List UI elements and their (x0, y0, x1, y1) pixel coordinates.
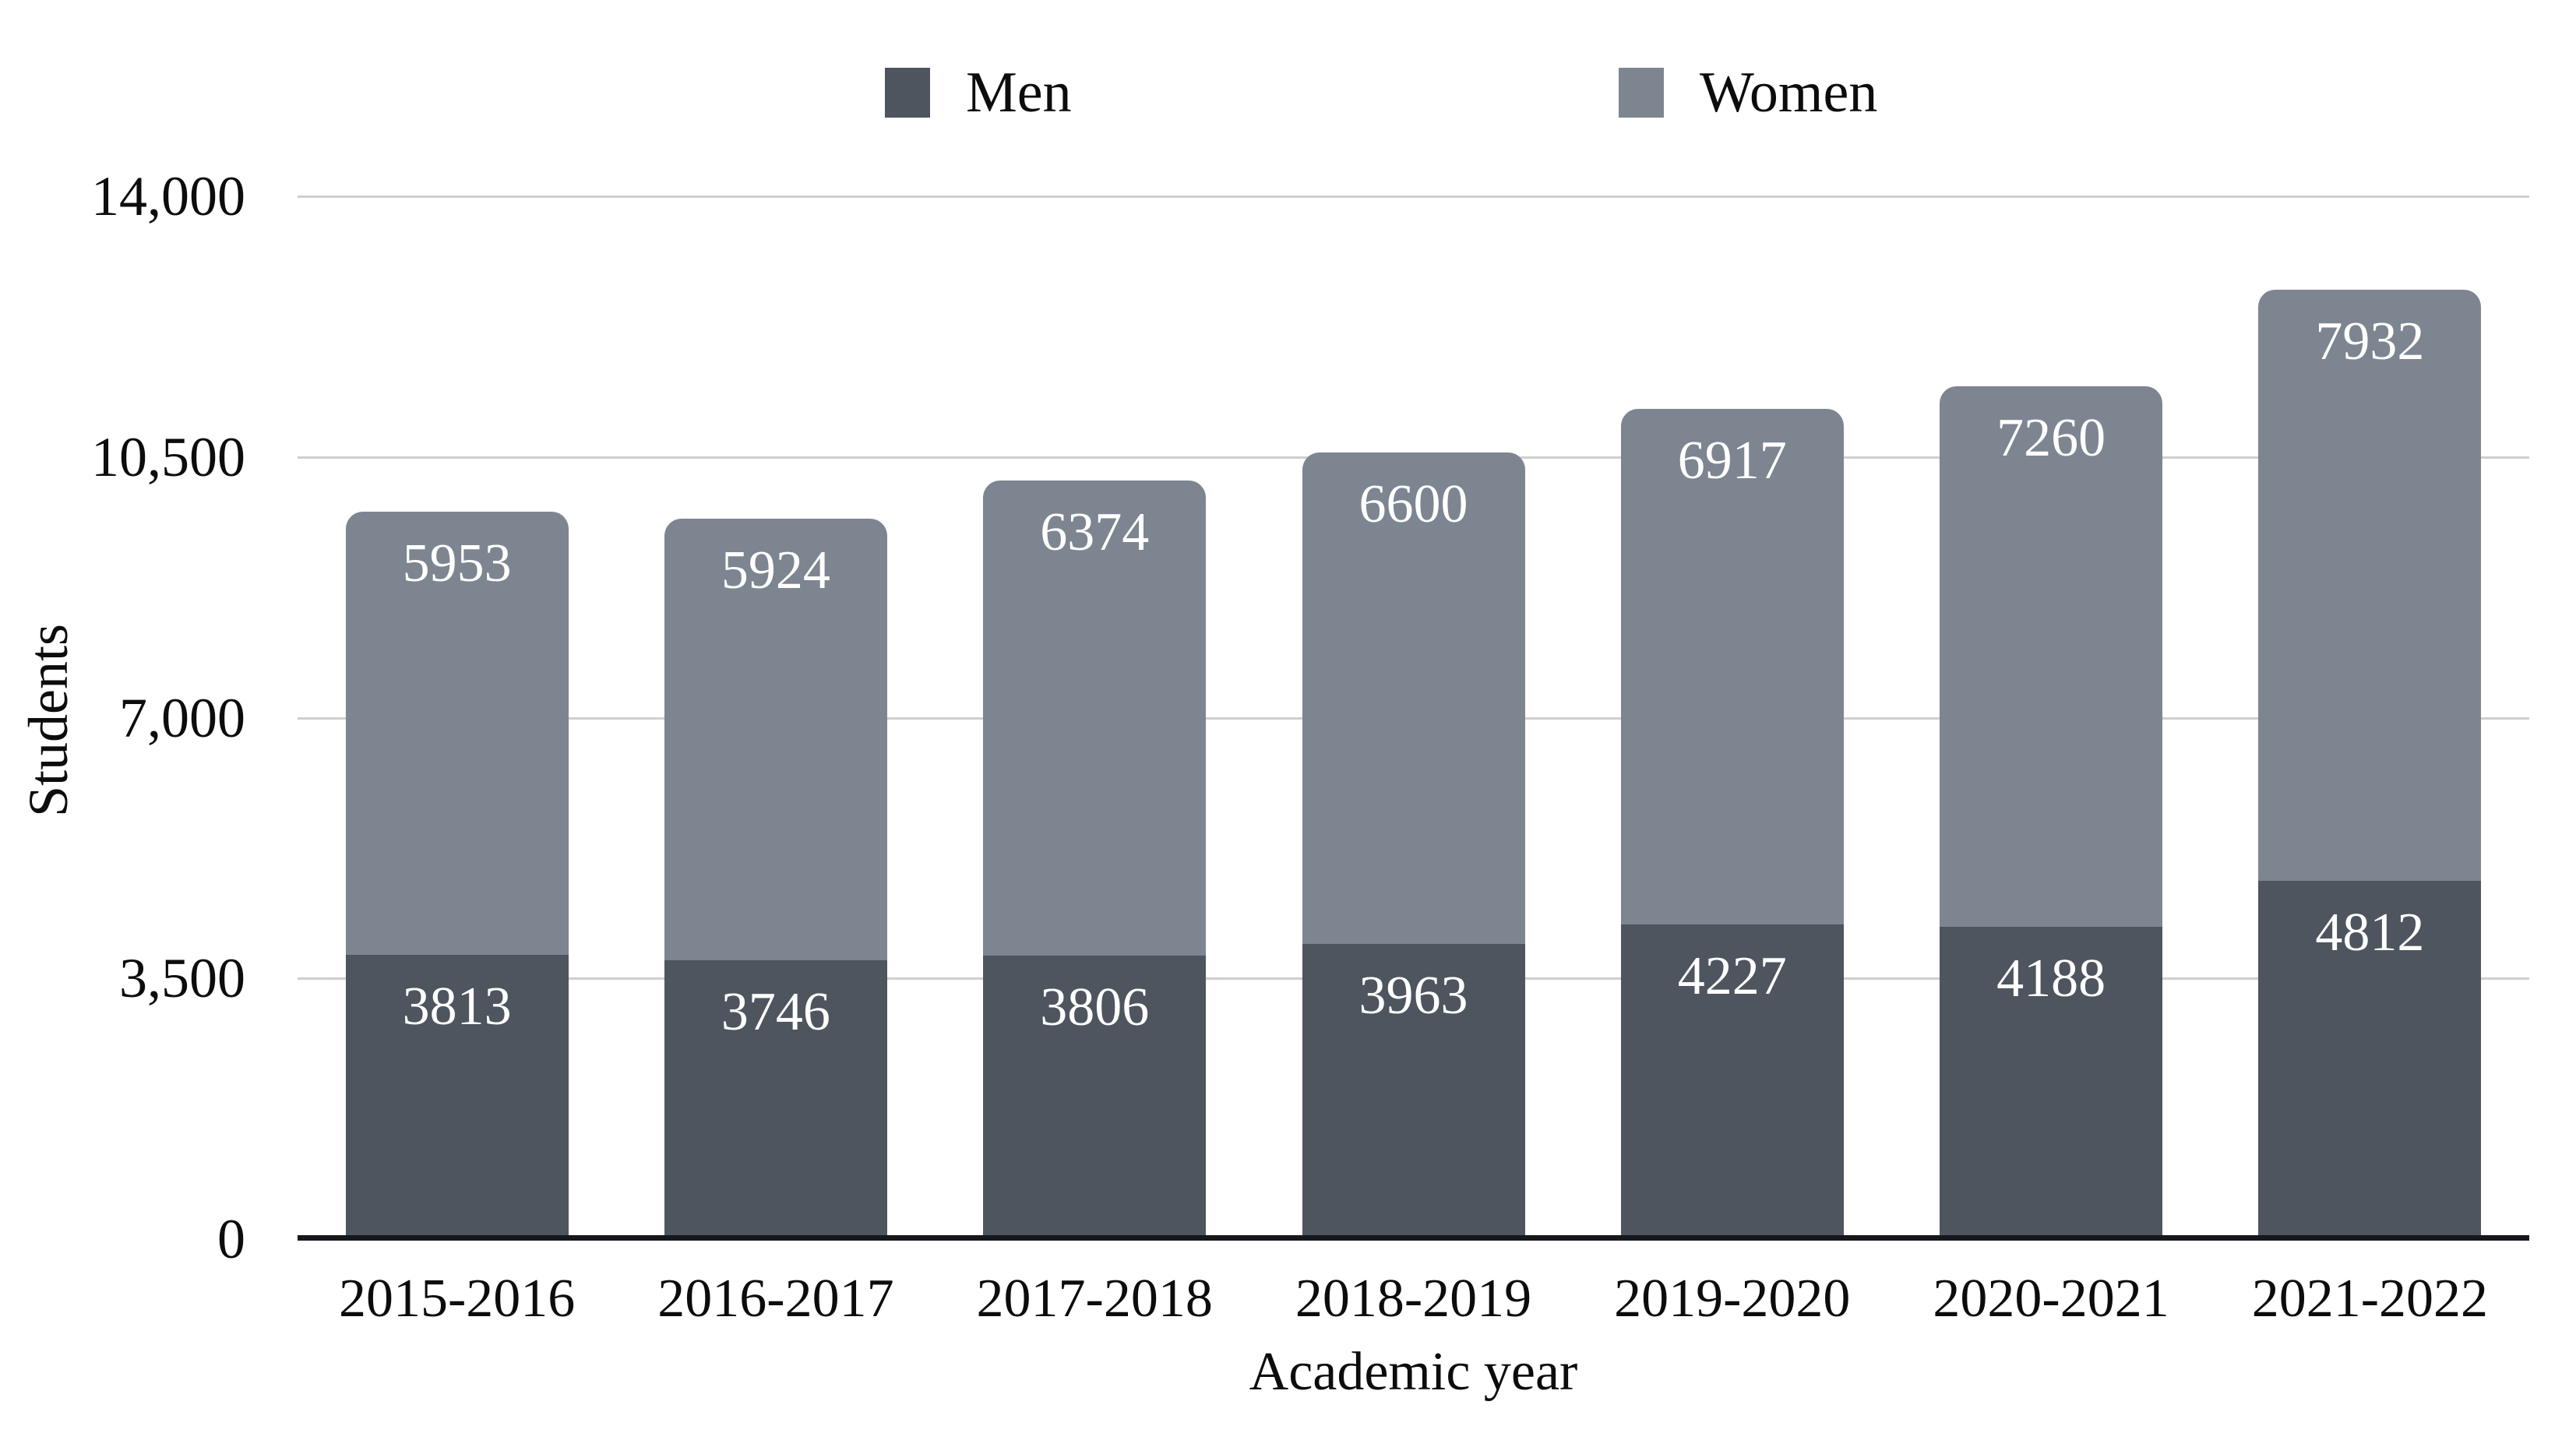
bar-value-label-men-2017-2018: 3806 (1040, 977, 1150, 1037)
bar-value-label-men-2021-2022: 4812 (2315, 902, 2425, 963)
x-axis-title: Academic year (1249, 1342, 1578, 1402)
bar-value-label-men-2016-2017: 3746 (721, 981, 830, 1042)
y-tick-label-7000: 7,000 (119, 686, 245, 749)
x-tick-label-2019-2020: 2019-2020 (1614, 1269, 1851, 1329)
y-tick-label-0: 0 (217, 1208, 245, 1270)
bar-value-label-women-2020-2021: 7260 (1996, 408, 2106, 469)
x-tick-label-2015-2016: 2015-2016 (338, 1269, 576, 1329)
bar-segment-men-2017-2018: 3806 (983, 955, 1207, 1239)
x-tick-label-2020-2021: 2020-2021 (1933, 1269, 2169, 1329)
bar-segment-women-2017-2018: 6374 (983, 481, 1207, 956)
bar-value-label-men-2018-2019: 3963 (1358, 965, 1468, 1026)
legend-swatch-men (885, 68, 930, 118)
bar-value-label-women-2018-2019: 6600 (1358, 474, 1468, 534)
bar-segment-men-2018-2019: 3963 (1302, 943, 1525, 1239)
bar-segment-women-2018-2019: 6600 (1302, 452, 1525, 944)
bar-value-label-men-2019-2020: 4227 (1677, 945, 1787, 1006)
x-tick-label-2017-2018: 2017-2018 (976, 1269, 1213, 1329)
bar-segment-men-2021-2022: 4812 (2258, 880, 2482, 1239)
x-tick-label-2016-2017: 2016-2017 (657, 1269, 894, 1329)
x-tick-label-2018-2019: 2018-2019 (1295, 1269, 1532, 1329)
bar-segment-women-2016-2017: 5924 (664, 519, 887, 960)
bar-segment-men-2020-2021: 4188 (1940, 927, 2163, 1239)
bar-segment-women-2015-2016: 5953 (345, 511, 569, 956)
legend-item-men: Men (885, 61, 1072, 125)
y-tick-label-10500: 10,500 (91, 425, 245, 488)
gridline-14000 (298, 195, 2529, 198)
bar-value-label-men-2020-2021: 4188 (1996, 949, 2106, 1009)
bar-segment-women-2021-2022: 7932 (2258, 290, 2482, 881)
bar-segment-men-2016-2017: 3746 (664, 959, 887, 1239)
bar-segment-women-2019-2020: 6917 (1620, 409, 1844, 924)
x-axis-line (298, 1235, 2529, 1241)
bar-value-label-women-2019-2020: 6917 (1677, 431, 1787, 491)
bar-value-label-women-2016-2017: 5924 (721, 540, 830, 601)
bar-value-label-women-2021-2022: 7932 (2315, 312, 2425, 372)
legend-label-women: Women (1700, 61, 1878, 125)
legend-swatch-women (1619, 68, 1664, 118)
y-tick-label-3500: 3,500 (119, 947, 245, 1010)
legend-label-men: Men (966, 61, 1072, 125)
bar-value-label-women-2017-2018: 6374 (1040, 502, 1150, 563)
bar-value-label-men-2015-2016: 3813 (402, 977, 512, 1037)
bar-segment-women-2020-2021: 7260 (1940, 386, 2163, 928)
legend-item-women: Women (1619, 61, 1878, 125)
x-tick-label-2021-2022: 2021-2022 (2251, 1269, 2488, 1329)
bar-value-label-women-2015-2016: 5953 (402, 533, 512, 593)
bar-segment-men-2015-2016: 3813 (345, 955, 569, 1239)
bar-segment-men-2019-2020: 4227 (1620, 924, 1844, 1239)
y-tick-label-14000: 14,000 (91, 165, 245, 227)
